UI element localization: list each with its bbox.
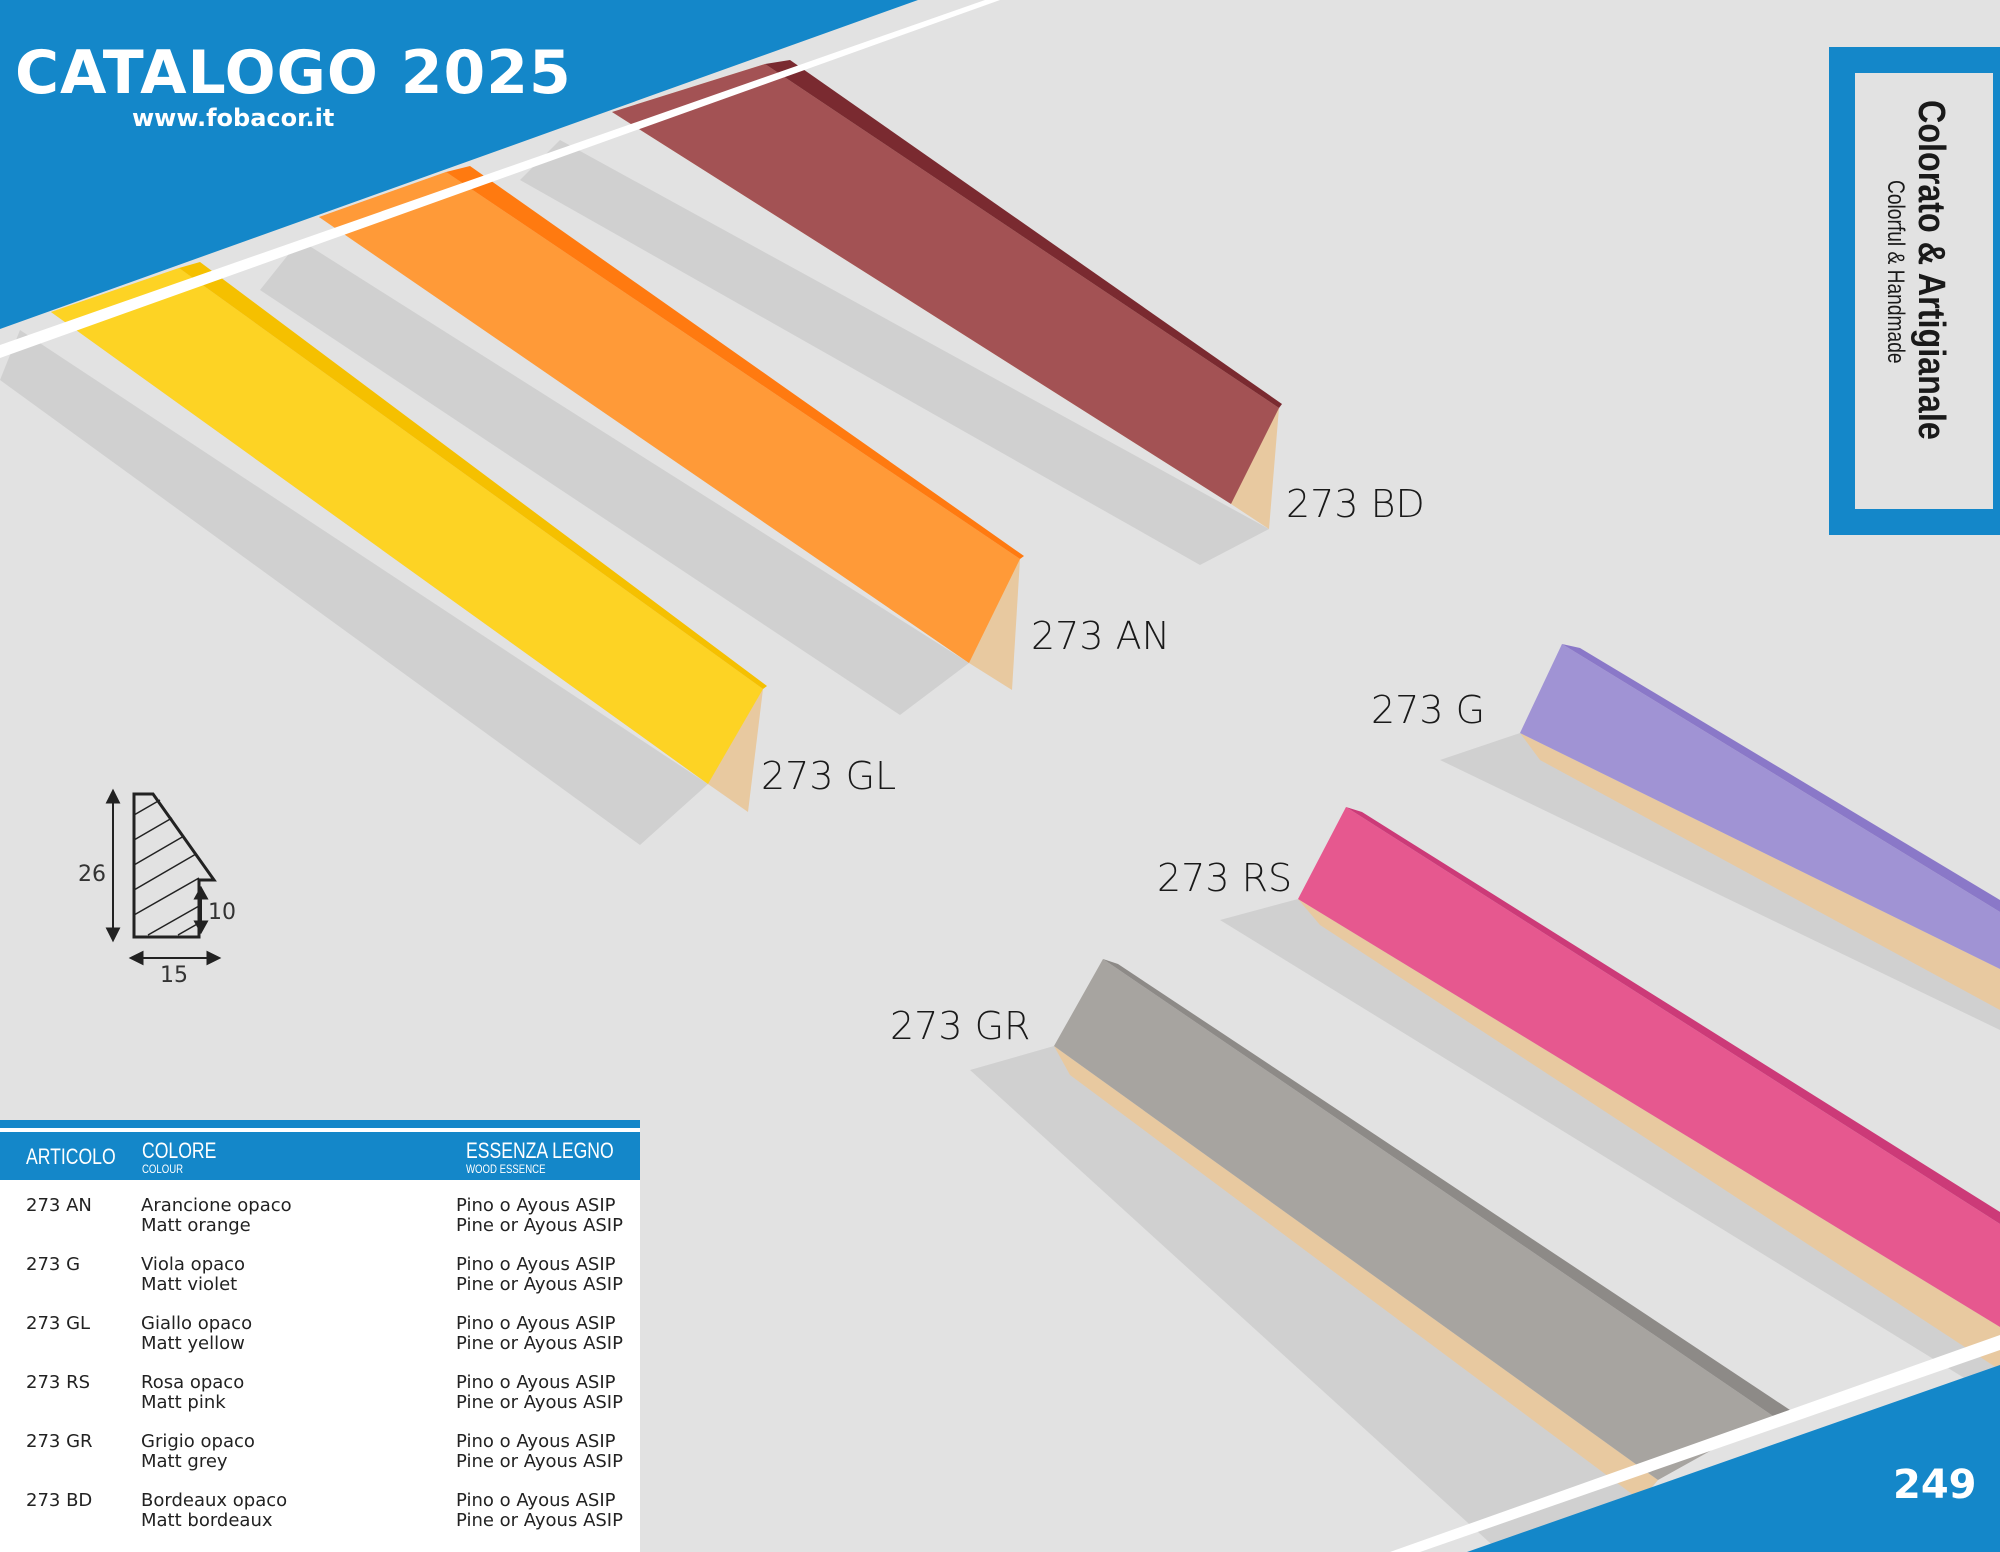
moulding-273-g [1520, 644, 2000, 1010]
category-subtitle: Colorful & Handmade [1882, 180, 1909, 364]
profile-rebate: 10 [208, 900, 236, 925]
profile-diagram [105, 788, 222, 966]
footer-banner [1467, 1365, 2000, 1552]
row-colour: Bordeaux opaco Matt bordeaux [141, 1490, 288, 1531]
product-label-rs: 273 RS [1157, 856, 1293, 900]
category-title: Colorato & Artigianale [1910, 100, 1952, 440]
row-colour: Rosa opaco Matt pink [141, 1372, 245, 1413]
row-code: 273 RS [26, 1372, 91, 1393]
header-article: ARTICOLO [26, 1144, 116, 1169]
profile-height: 26 [78, 862, 106, 887]
header-colour: COLORE COLOUR [142, 1138, 217, 1176]
product-label-gr: 273 GR [890, 1004, 1031, 1048]
footer-stripe [1390, 1335, 2000, 1552]
product-label-an: 273 AN [1031, 614, 1171, 658]
product-label-gl: 273 GL [761, 754, 897, 798]
row-colour: Arancione opaco Matt orange [141, 1195, 292, 1236]
row-colour: Grigio opaco Matt grey [141, 1431, 255, 1472]
profile-width: 15 [160, 963, 188, 988]
category-box [1829, 47, 2000, 535]
moulding-273-gr [1054, 959, 1790, 1500]
page-number: 249 [1893, 1462, 1977, 1508]
row-wood: Pino o Ayous ASIP Pine or Ayous ASIP [456, 1431, 623, 1472]
row-wood: Pino o Ayous ASIP Pine or Ayous ASIP [456, 1254, 623, 1295]
row-wood: Pino o Ayous ASIP Pine or Ayous ASIP [456, 1195, 623, 1236]
row-code: 273 AN [26, 1195, 92, 1216]
moulding-273-gl [51, 262, 767, 812]
row-colour: Giallo opaco Matt yellow [141, 1313, 253, 1354]
row-code: 273 GL [26, 1313, 91, 1334]
moulding-273-bd [612, 60, 1282, 529]
row-code: 273 GR [26, 1431, 93, 1452]
moulding-273-an [319, 166, 1024, 690]
moulding-273-rs [1298, 807, 2000, 1370]
row-wood: Pino o Ayous ASIP Pine or Ayous ASIP [456, 1372, 623, 1413]
product-table: ARTICOLO COLORE COLOUR ESSENZA LEGNO WOOD … [0, 1120, 640, 1552]
website-link[interactable]: www.fobacor.it [132, 104, 335, 132]
row-wood: Pino o Ayous ASIP Pine or Ayous ASIP [456, 1490, 623, 1531]
row-wood: Pino o Ayous ASIP Pine or Ayous ASIP [456, 1313, 623, 1354]
row-colour: Viola opaco Matt violet [141, 1254, 246, 1295]
header-banner [0, 0, 918, 329]
catalog-title: CATALOGO 2025 [15, 38, 572, 108]
row-code: 273 BD [26, 1490, 93, 1511]
header-wood: ESSENZA LEGNO WOOD ESSENCE [466, 1138, 614, 1176]
row-code: 273 G [26, 1254, 81, 1275]
product-label-g: 273 G [1371, 688, 1486, 732]
category-label: Colorato & Artigianale Colorful & Handma… [1881, 100, 1952, 500]
table-header: ARTICOLO COLORE COLOUR ESSENZA LEGNO WOOD … [0, 1132, 640, 1180]
header-stripe [0, 0, 1000, 358]
product-label-bd: 273 BD [1286, 482, 1425, 526]
moulding-shadows [0, 140, 2000, 1552]
